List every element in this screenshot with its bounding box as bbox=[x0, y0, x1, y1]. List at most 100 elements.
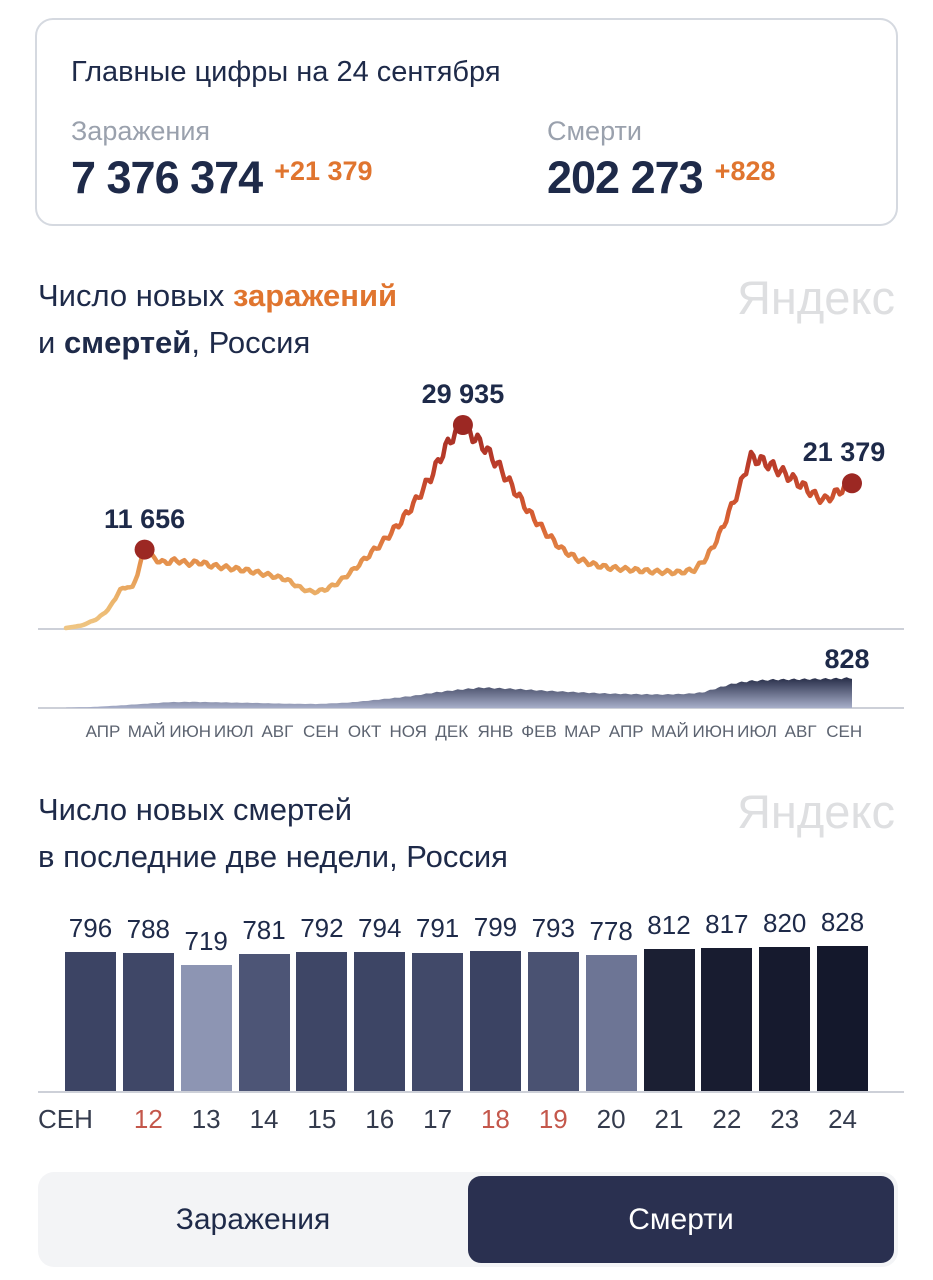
chart1-title-text: Число новых bbox=[38, 278, 233, 313]
month-label: ОКТ bbox=[347, 722, 382, 741]
bar-19[interactable] bbox=[527, 952, 579, 1091]
bar-value-label: 794 bbox=[358, 912, 402, 943]
month-label: МАР bbox=[564, 722, 602, 741]
bar-12[interactable] bbox=[122, 953, 174, 1091]
chart1-title-infections-highlight: заражений bbox=[233, 278, 398, 313]
month-label: ЯНВ bbox=[477, 722, 514, 741]
month-label: ИЮЛ bbox=[213, 722, 254, 741]
stat-infections-label: Заражения bbox=[71, 116, 211, 146]
bar-date-label: 24 bbox=[828, 1104, 857, 1134]
bar-date-label: 18 bbox=[480, 1104, 510, 1134]
bar-value-label: 788 bbox=[126, 914, 171, 945]
chart1-title-line2: и смертей, Россия bbox=[38, 319, 678, 366]
chart2-title-line2: в последние две недели, Россия bbox=[38, 839, 508, 874]
infections-line-chart-svg bbox=[38, 415, 904, 631]
bar-value-label: 792 bbox=[300, 913, 344, 944]
bar-date-label: 20 bbox=[596, 1104, 626, 1134]
deaths-area-chart[interactable]: 828 bbox=[38, 636, 904, 714]
bar-date-label: 13 bbox=[191, 1104, 221, 1134]
peak-dot bbox=[452, 415, 473, 435]
bar-value-label: 828 bbox=[820, 907, 865, 937]
bar-date-label: 19 bbox=[538, 1104, 568, 1134]
stat-infections: Заражения 7 376 374 +21 379 bbox=[71, 116, 373, 200]
month-label: СЕН bbox=[303, 722, 339, 741]
bar-24[interactable] bbox=[817, 946, 869, 1091]
stat-infections-delta: +21 379 bbox=[274, 156, 373, 186]
bar-СЕН[interactable] bbox=[65, 951, 116, 1091]
yandex-watermark-2: Яндекс bbox=[736, 785, 895, 838]
month-label: МАЙ bbox=[127, 722, 166, 741]
bar-date-label: 21 bbox=[654, 1104, 684, 1134]
bar-16[interactable] bbox=[354, 952, 406, 1091]
chart1-title-deaths-highlight: смертей bbox=[63, 325, 192, 360]
area-end-value-label: 828 bbox=[824, 644, 870, 674]
bar-20[interactable] bbox=[585, 954, 637, 1091]
stat-deaths-delta: +828 bbox=[714, 156, 776, 186]
bar-value-label: 781 bbox=[242, 915, 286, 946]
bar-21[interactable] bbox=[643, 948, 695, 1091]
bar-23[interactable] bbox=[759, 947, 811, 1091]
month-label: МАЙ bbox=[650, 722, 689, 741]
month-label: ФЕВ bbox=[521, 722, 557, 741]
bar-15[interactable] bbox=[296, 952, 348, 1091]
month-label: АПР bbox=[85, 722, 121, 741]
toggle-deaths-button[interactable]: Смерти bbox=[468, 1176, 894, 1263]
month-label: СЕН bbox=[826, 722, 863, 741]
bar-date-label: 23 bbox=[770, 1104, 800, 1134]
bar-date-label: 14 bbox=[249, 1104, 279, 1134]
month-label: ИЮН bbox=[692, 722, 735, 741]
month-label: ИЮЛ bbox=[737, 722, 777, 741]
bar-value-label: 820 bbox=[762, 908, 807, 939]
peak-value-label: 21 379 bbox=[802, 437, 886, 468]
peak-dot bbox=[842, 473, 862, 494]
bar-22[interactable] bbox=[701, 947, 753, 1091]
month-label: НОЯ bbox=[389, 722, 427, 741]
bar-value-label: 793 bbox=[531, 913, 575, 944]
bar-value-label: 796 bbox=[68, 912, 113, 943]
month-label: ДЕК bbox=[435, 722, 469, 741]
bar-date-label: СЕН bbox=[38, 1104, 93, 1134]
bar-date-label: 15 bbox=[307, 1104, 337, 1134]
month-label: АПР bbox=[608, 722, 644, 741]
bar-13[interactable] bbox=[180, 965, 232, 1091]
bar-value-label: 719 bbox=[184, 926, 228, 957]
bar-value-label: 812 bbox=[647, 909, 691, 940]
peak-dot bbox=[134, 539, 155, 560]
chart1-title: Число новых заражений и смертей, Россия bbox=[38, 272, 678, 366]
bar-value-label: 799 bbox=[473, 912, 518, 943]
bar-18[interactable] bbox=[469, 951, 521, 1091]
summary-card-title: Главные цифры на 24 сентября bbox=[71, 56, 501, 88]
bar-value-label: 791 bbox=[415, 913, 460, 944]
yandex-watermark-1: Яндекс bbox=[736, 271, 895, 324]
stat-deaths: Смерти 202 273 +828 bbox=[547, 116, 776, 200]
month-label: АВГ bbox=[261, 722, 294, 741]
bar-date-label: 22 bbox=[712, 1104, 742, 1134]
peak-value-label: 11 656 bbox=[104, 503, 186, 534]
chart2-title-line1: Число новых смертей bbox=[38, 792, 353, 827]
bar-14[interactable] bbox=[238, 954, 290, 1091]
chart1-title-line1: Число новых заражений bbox=[38, 272, 678, 319]
stat-deaths-label: Смерти bbox=[547, 116, 642, 146]
chart2-title: Число новых смертей в последние две неде… bbox=[38, 786, 678, 880]
bar-17[interactable] bbox=[412, 952, 464, 1091]
month-label: АВГ bbox=[784, 722, 817, 741]
toggle-infections-button[interactable]: Заражения bbox=[175, 1202, 331, 1236]
bar-date-label: 17 bbox=[423, 1104, 453, 1134]
bar-date-label: 12 bbox=[133, 1104, 163, 1134]
month-label: ИЮН bbox=[169, 722, 212, 741]
infections-line-chart[interactable]: 11 656 29 935 21 379 bbox=[38, 379, 904, 634]
metric-toggle: Заражения Смерти bbox=[38, 1172, 898, 1267]
stat-deaths-value: 202 273 bbox=[547, 152, 704, 203]
peak-value-label: 29 935 bbox=[421, 379, 505, 409]
bar-date-label: 16 bbox=[365, 1104, 395, 1134]
chart1-title-text2: и bbox=[38, 325, 64, 360]
deaths-bar-chart: 796 788 719 781 792 794 791 799 793 778 812 817 820 8… bbox=[38, 907, 904, 1093]
bar-chart-date-axis: СЕН 12 13 14 15 16 17 18 19 20 21 22 23 24 bbox=[38, 1104, 904, 1134]
summary-card: Главные цифры на 24 сентября Заражения 7… bbox=[35, 18, 898, 226]
month-axis: АПР МАЙ ИЮН ИЮЛ АВГ СЕН ОКТ НОЯ ДЕК ЯНВ ФЕВ МАР АПР М… bbox=[38, 722, 918, 744]
chart1-title-text3: , Россия bbox=[191, 325, 311, 360]
bar-value-label: 778 bbox=[589, 915, 633, 946]
deaths-area-chart-svg bbox=[38, 677, 904, 709]
stat-infections-value: 7 376 374 bbox=[71, 152, 263, 203]
